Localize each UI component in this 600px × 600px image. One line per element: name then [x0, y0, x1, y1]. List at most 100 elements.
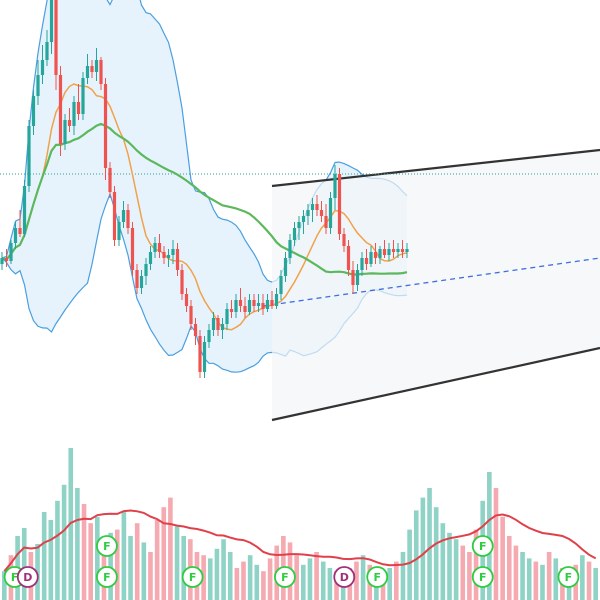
volume-ma-line — [3, 509, 597, 572]
financials-marker[interactable]: F — [181, 566, 204, 588]
candle — [22, 180, 27, 237]
candle-body — [283, 258, 288, 276]
candle — [225, 303, 229, 330]
candle — [297, 216, 301, 240]
volume-bar — [95, 516, 100, 600]
financials-marker[interactable]: F — [366, 566, 389, 588]
volume-bar — [360, 555, 366, 600]
volume-bar — [400, 552, 406, 600]
candle — [220, 318, 225, 339]
candle — [108, 162, 112, 198]
candle-body — [279, 276, 283, 294]
volume-bar — [320, 561, 326, 600]
marker-circle — [96, 566, 118, 588]
candle — [396, 243, 400, 258]
volume-bar — [413, 510, 419, 600]
candle — [382, 240, 387, 258]
financials-marker[interactable]: F — [557, 566, 580, 588]
candle-body — [81, 78, 85, 114]
event-markers[interactable]: FFDFFFDFFFFFFFF — [3, 535, 600, 588]
candle-body — [225, 309, 229, 324]
candle-body — [360, 258, 364, 270]
candle — [171, 240, 175, 264]
financials-marker[interactable]: F — [471, 566, 494, 588]
financials-marker[interactable]: F — [471, 535, 494, 557]
dividend-marker[interactable]: D — [16, 566, 39, 588]
candle-body — [108, 168, 112, 192]
volume-bar — [241, 561, 246, 600]
marker-circle — [16, 566, 39, 588]
candle-body — [126, 210, 130, 228]
volume-bar — [327, 568, 333, 600]
volume-bar — [427, 488, 432, 600]
volume-bar — [513, 545, 519, 600]
candle — [117, 216, 121, 246]
volume-bar — [500, 516, 505, 600]
candle — [211, 312, 216, 336]
volume-bar — [506, 536, 512, 600]
ma-slow-line — [1, 122, 408, 276]
candle-body — [67, 120, 72, 126]
candle-body — [193, 324, 198, 336]
candle-body — [121, 210, 126, 222]
dividend-marker[interactable]: D — [333, 566, 356, 588]
financials-marker[interactable]: F — [96, 535, 118, 557]
candle-body — [4, 258, 9, 261]
volume-bar — [407, 529, 412, 600]
candle-body — [265, 300, 270, 309]
candle-body — [405, 249, 409, 252]
marker-circle — [366, 566, 389, 588]
volume-bar — [254, 564, 260, 600]
candle — [148, 246, 153, 270]
volume-bar — [420, 497, 426, 600]
candle-body — [256, 303, 261, 306]
volume-bar — [433, 507, 439, 600]
candle-body — [391, 249, 396, 252]
marker-circle — [471, 566, 494, 588]
volume-bar — [586, 561, 592, 600]
candle — [391, 240, 396, 258]
marker-label: D — [340, 571, 349, 584]
financials-marker[interactable]: F — [96, 566, 118, 588]
volume-bar — [61, 484, 67, 600]
candle — [0, 252, 4, 270]
candle — [9, 240, 13, 264]
candle-body — [288, 240, 292, 258]
candle-body — [324, 216, 328, 228]
candle-body — [22, 186, 27, 234]
candle — [337, 168, 342, 240]
candle-body — [342, 234, 346, 246]
candle — [4, 249, 9, 267]
marker-label: D — [23, 571, 32, 584]
candle-body — [72, 102, 76, 126]
volume-bar — [354, 561, 359, 600]
candle — [274, 288, 279, 309]
marker-circle — [471, 535, 494, 557]
candle — [373, 243, 378, 264]
volume-bar — [307, 558, 313, 600]
volume-bar — [380, 574, 386, 600]
candle — [333, 165, 337, 210]
candle-body — [292, 228, 297, 240]
candle — [279, 270, 283, 300]
candle-body — [76, 102, 81, 114]
volume-bar — [168, 497, 173, 600]
candle-body — [211, 318, 216, 330]
candle-body — [400, 249, 405, 252]
candle — [288, 234, 292, 264]
candle-body — [94, 60, 99, 72]
parallel-channel[interactable] — [262, 148, 600, 422]
volume-bar — [394, 561, 399, 600]
candle — [18, 210, 22, 237]
financials-marker[interactable]: F — [274, 566, 296, 588]
candle — [175, 243, 180, 276]
marker-circle — [274, 566, 296, 588]
candle — [342, 228, 346, 252]
volume-bar — [540, 564, 545, 600]
candle — [13, 222, 18, 249]
marker-label: F — [103, 571, 111, 584]
candle-body — [207, 330, 211, 342]
volume-bar — [593, 568, 598, 600]
marker-circle — [557, 566, 580, 588]
